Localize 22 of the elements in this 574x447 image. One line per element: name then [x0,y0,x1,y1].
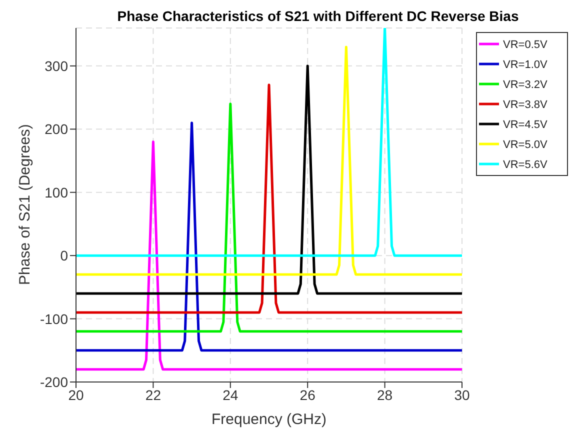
legend-label: VR=1.0V [503,59,548,72]
x-axis-title: Frequency (GHz) [211,411,327,428]
legend-label: VR=5.6V [503,159,548,172]
legend-label: VR=4.5V [503,119,548,132]
legend-label: VR=3.8V [503,99,548,112]
y-tick-label: 0 [60,248,68,264]
x-tick-label: 26 [300,386,316,403]
y-tick-label: 100 [44,184,68,200]
x-tick-label: 30 [454,386,470,403]
x-tick-label: 22 [145,386,162,403]
y-tick-label: 200 [44,121,68,138]
chart-title: Phase Characteristics of S21 with Different DC Reverse Bias [116,8,520,24]
x-tick-label: 24 [222,386,238,403]
y-tick-label: 300 [44,58,68,74]
legend-label: VR=0.5V [503,39,548,52]
legend-label: VR=3.2V [503,79,548,92]
y-tick-label: -200 [40,374,68,390]
y-tick-label: -100 [40,310,68,327]
legend-label: VR=5.0V [503,139,548,152]
y-axis-title: Phase of S21 (Degrees) [16,124,34,285]
x-tick-label: 28 [377,386,393,403]
x-tick-label: 20 [68,386,84,403]
